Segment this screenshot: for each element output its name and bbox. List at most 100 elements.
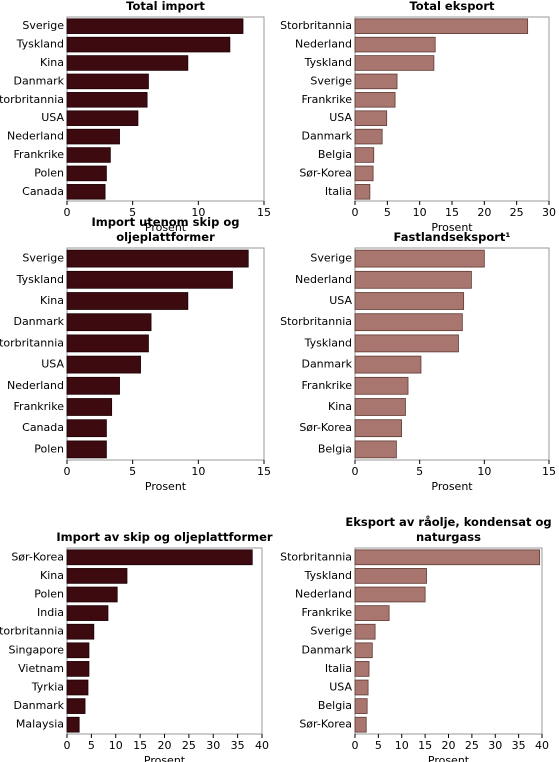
bar — [354, 623, 376, 640]
bar — [66, 623, 95, 640]
x-tick-label: 5 — [375, 739, 382, 752]
category-label: Polen — [34, 442, 64, 455]
x-tick-label: 20 — [158, 739, 172, 752]
x-tick-label: 10 — [413, 206, 427, 219]
bar — [354, 55, 435, 71]
bar — [354, 679, 369, 696]
bar — [354, 313, 463, 332]
bar — [354, 698, 368, 714]
bar — [66, 698, 86, 714]
category-label: Italia — [325, 662, 352, 675]
category-label: Frankrike — [302, 379, 353, 392]
bar — [66, 586, 118, 603]
x-tick-label: 20 — [442, 739, 456, 752]
category-label: Sverige — [310, 625, 352, 638]
x-tick-label: 5 — [88, 739, 95, 752]
bar — [66, 110, 139, 126]
bar — [66, 92, 148, 108]
x-axis-label: Prosent — [144, 754, 186, 762]
category-label: Belgia — [318, 148, 352, 161]
bar — [66, 605, 109, 621]
x-tick-label: 15 — [418, 739, 432, 752]
category-label: Canada — [22, 185, 64, 198]
category-label: Nederland — [7, 379, 64, 392]
bar — [354, 568, 427, 584]
category-label: Storbritannia — [280, 19, 352, 32]
x-tick-label: 15 — [542, 465, 556, 478]
category-label: Sør-Korea — [11, 550, 64, 563]
chart-title: Total eksport — [409, 0, 495, 13]
bar — [354, 73, 398, 90]
x-axis-label: Prosent — [145, 221, 187, 234]
chart-title: Import av skip og oljeplattformer — [56, 530, 273, 544]
bar — [354, 292, 465, 310]
plot-frame — [354, 247, 550, 461]
x-tick-label: 0 — [64, 465, 71, 478]
bar — [66, 270, 233, 289]
category-label: Danmark — [13, 315, 64, 328]
x-tick-label: 30 — [542, 206, 556, 219]
category-label: Tyskland — [16, 273, 64, 286]
bar — [354, 18, 529, 34]
x-tick-label: 15 — [133, 739, 147, 752]
x-tick-label: 5 — [129, 206, 136, 219]
category-label: Storbritannia — [280, 315, 352, 328]
bar — [354, 110, 388, 126]
x-tick-label: 35 — [512, 739, 526, 752]
bar — [66, 679, 89, 696]
category-label: Nederland — [295, 273, 352, 286]
chart-title: Fastlandseksport¹ — [393, 230, 511, 244]
bar — [66, 568, 128, 584]
x-tick-label: 20 — [477, 206, 491, 219]
x-axis-label: Prosent — [431, 480, 473, 493]
x-axis-label: Prosent — [145, 480, 187, 493]
category-label: Malaysia — [16, 718, 64, 731]
bar — [354, 398, 406, 416]
x-tick-label: 15 — [257, 206, 271, 219]
category-label: USA — [329, 294, 352, 307]
category-label: USA — [41, 358, 64, 371]
bar — [354, 165, 374, 182]
x-tick-label: 10 — [191, 206, 205, 219]
category-label: Frankrike — [14, 148, 65, 161]
bar — [66, 128, 120, 145]
category-label: Tyskland — [304, 569, 352, 582]
category-label: Sverige — [22, 19, 64, 32]
bar — [354, 419, 402, 438]
bar — [66, 292, 189, 310]
bar — [66, 334, 149, 353]
x-tick-label: 25 — [182, 739, 196, 752]
category-label: Storbritannia — [0, 93, 64, 106]
bar — [66, 716, 80, 733]
plot-frame — [66, 16, 265, 202]
category-label: Sør-Korea — [299, 166, 352, 179]
category-label: Frankrike — [14, 400, 65, 413]
bar — [354, 586, 426, 603]
bar — [354, 605, 390, 621]
x-tick-label: 40 — [535, 739, 549, 752]
x-tick-label: 5 — [129, 465, 136, 478]
bar — [66, 355, 141, 374]
category-label: Tyskland — [304, 56, 352, 69]
x-tick-label: 15 — [257, 465, 271, 478]
category-label: Tyskland — [304, 336, 352, 349]
category-label: Polen — [34, 166, 64, 179]
bar — [354, 128, 383, 145]
category-label: Nederland — [7, 130, 64, 143]
bar — [354, 249, 485, 268]
bar — [66, 249, 249, 268]
category-label: Canada — [22, 421, 64, 434]
chart-title: Total import — [126, 0, 205, 13]
x-tick-label: 35 — [231, 739, 245, 752]
bar — [354, 92, 396, 108]
category-label: Danmark — [301, 643, 352, 656]
category-label: Storbritannia — [280, 550, 352, 563]
x-tick-label: 25 — [465, 739, 479, 752]
x-tick-label: 5 — [416, 465, 423, 478]
bar — [354, 642, 373, 659]
bar — [354, 440, 397, 459]
bar — [66, 165, 107, 182]
category-label: Sverige — [22, 252, 64, 265]
x-tick-label: 40 — [255, 739, 269, 752]
bar — [66, 36, 231, 53]
